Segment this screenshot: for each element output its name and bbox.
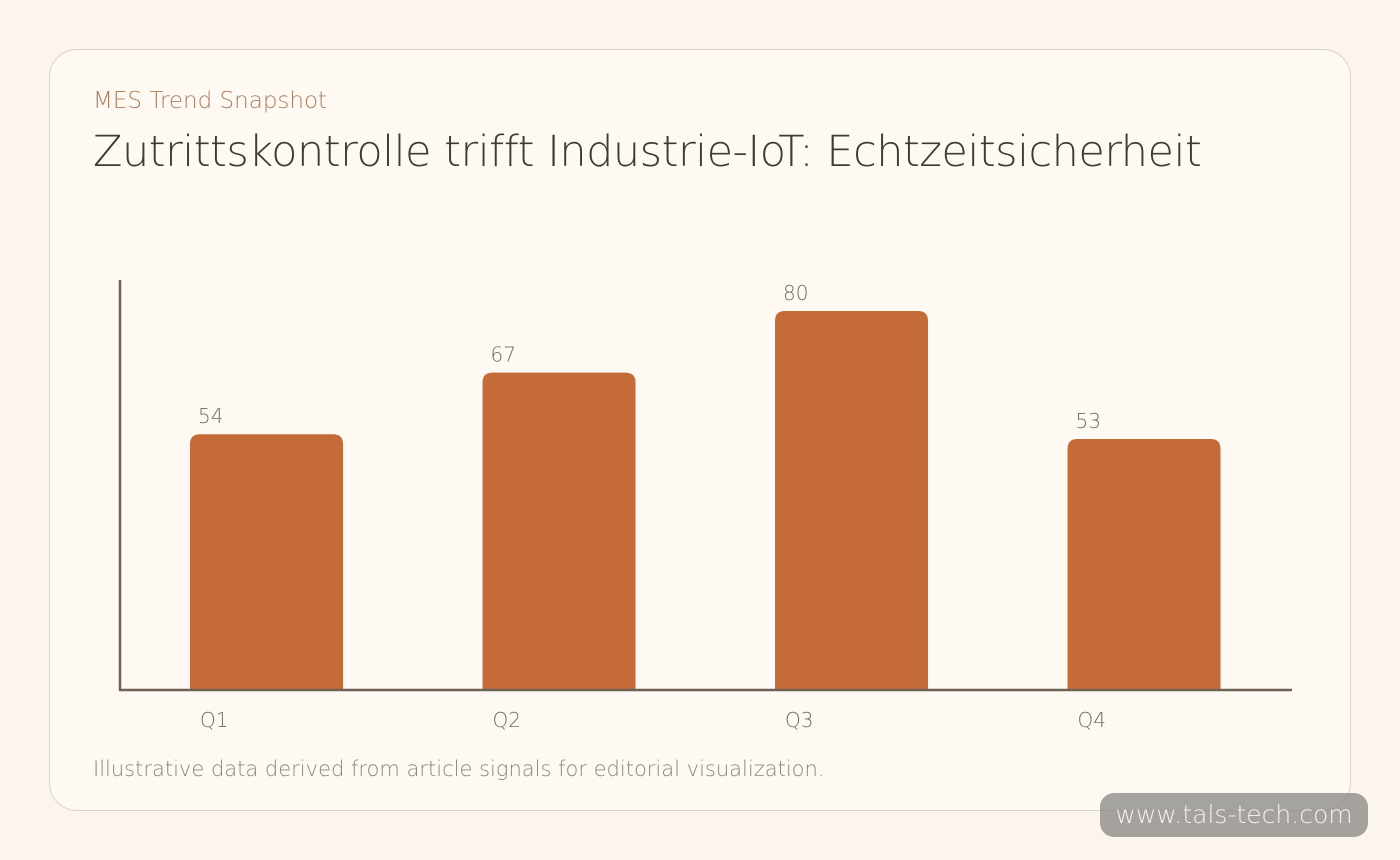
tick-label-q3: Q3 [785,708,813,732]
value-label-q2: 67 [491,343,516,367]
tick-label-q2: Q2 [493,708,521,732]
tick-label-q4: Q4 [1078,708,1106,732]
tick-label-q1: Q1 [200,708,228,732]
bars-group [190,311,1221,690]
bar-q4 [1067,438,1221,690]
bar-q3 [775,311,928,690]
labels-group: 54 Q1 67 Q2 80 Q3 53 Q4 [198,281,1106,732]
value-label-q1: 54 [198,404,223,428]
value-label-q3: 80 [783,281,808,305]
bar-q2 [482,372,636,690]
chart-title: Zutrittskontrolle trifft Industrie-IoT: … [93,127,1202,177]
chart-footnote: Illustrative data derived from article s… [93,757,825,781]
watermark-badge: www.tals-tech.com [1100,793,1368,837]
bar-q1 [190,434,343,690]
chart-kicker: MES Trend Snapshot [93,88,328,114]
value-label-q4: 53 [1076,409,1101,433]
